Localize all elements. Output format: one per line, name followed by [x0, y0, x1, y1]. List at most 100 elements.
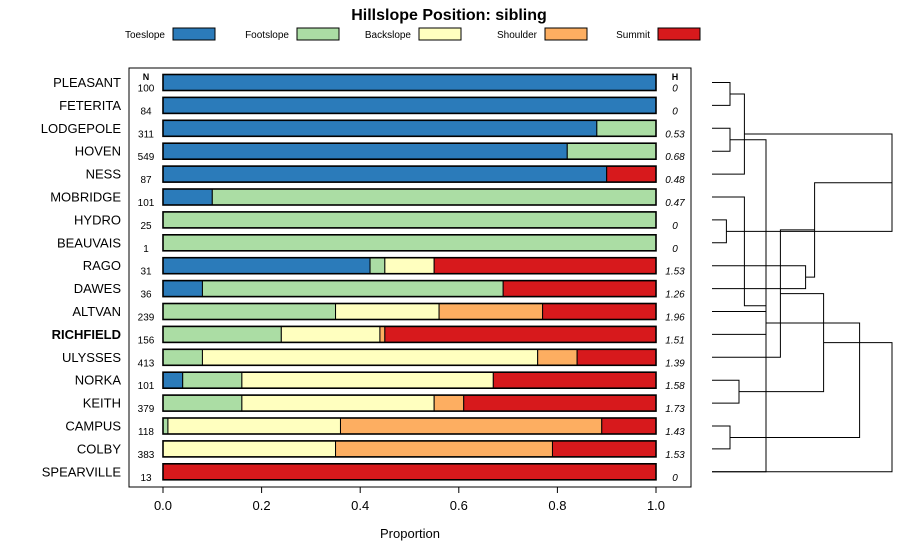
bar-segment-norka-backslope [241, 371, 494, 389]
row-label-hydro: HYDRO [74, 212, 121, 227]
dendrogram-link-10 [712, 379, 740, 404]
legend-label-footslope: Footslope [245, 30, 289, 41]
dendrogram-link-1 [712, 127, 731, 152]
bar-segment-mobridge-footslope [211, 188, 657, 206]
row-label-richfield: RICHFIELD [52, 327, 121, 342]
h-value-norka: 1.58 [665, 381, 685, 392]
n-value-beauvais: 1 [143, 244, 149, 255]
bar-segment-campus-summit [601, 417, 657, 435]
bar-outline-dawes [162, 279, 657, 298]
dendrogram-link-7 [712, 265, 807, 290]
h-value-dawes: 1.26 [665, 290, 685, 301]
n-value-richfield: 156 [138, 335, 155, 346]
bar-outline-spearville [162, 462, 657, 481]
n-value-mobridge: 101 [138, 198, 155, 209]
bar-segment-ulysses-summit [576, 348, 657, 366]
bar-outline-richfield [162, 325, 657, 344]
row-label-lodgepole: LODGEPOLE [41, 121, 122, 136]
n-value-hoven: 549 [138, 152, 155, 163]
bar-outline-colby [162, 440, 657, 458]
dendrogram-link-8 [712, 311, 767, 335]
bar-segment-richfield-footslope [162, 325, 282, 343]
h-value-feterita: 0 [672, 106, 678, 117]
n-value-colby: 383 [138, 450, 155, 461]
bar-segment-campus-backslope [167, 417, 341, 435]
bar-segment-colby-summit [551, 440, 657, 458]
n-value-norka: 101 [138, 381, 155, 392]
x-tick-label-3: 0.6 [450, 498, 468, 513]
bar-segment-ulysses-shoulder [537, 348, 578, 366]
h-value-campus: 1.43 [665, 427, 685, 438]
legend-label-shoulder: Shoulder [497, 30, 538, 41]
row-label-ulysses: ULYSSES [62, 350, 121, 365]
n-value-spearville: 13 [140, 473, 152, 484]
h-value-keith: 1.73 [665, 404, 685, 415]
n-value-hydro: 25 [140, 221, 152, 232]
bar-segment-rago-summit [433, 257, 657, 275]
dendrogram-link-0 [712, 82, 731, 106]
bar-outline-ness [162, 165, 657, 183]
legend-label-summit: Summit [616, 30, 650, 41]
bar-outline-norka [162, 371, 657, 390]
legend-swatch-summit [657, 27, 701, 41]
n-column-header: N [143, 72, 150, 82]
n-value-lodgepole: 311 [138, 129, 154, 140]
bar-segment-altvan-shoulder [438, 303, 544, 320]
bar-segment-richfield-summit [384, 325, 657, 343]
chart-title: Hillslope Position: sibling [351, 7, 547, 24]
bar-segment-norka-footslope [182, 371, 243, 389]
row-label-norka: NORKA [75, 373, 122, 388]
dendrogram-link-9 [805, 182, 892, 278]
dendrogram-link-4 [712, 219, 727, 244]
h-value-pleasant: 0 [672, 84, 678, 95]
bar-segment-altvan-footslope [162, 303, 337, 320]
bar-outline-rago [162, 256, 657, 275]
bar-segment-lodgepole-toeslope [162, 119, 598, 137]
bar-segment-rago-backslope [384, 257, 435, 275]
bar-segment-norka-toeslope [162, 371, 184, 389]
row-label-ness: NESS [86, 167, 122, 182]
legend-swatch-toeslope [172, 27, 216, 41]
row-label-spearville: SPEARVILLE [42, 464, 122, 479]
row-label-rago: RAGO [83, 258, 121, 273]
x-tick-label-0: 0.0 [154, 498, 172, 513]
row-label-feterita: FETERITA [59, 98, 121, 113]
bar-segment-hoven-footslope [566, 142, 657, 160]
h-value-lodgepole: 0.53 [665, 129, 685, 140]
bar-segment-altvan-summit [542, 303, 657, 320]
row-label-mobridge: MOBRIDGE [50, 190, 121, 205]
x-tick-label-5: 1.0 [647, 498, 665, 513]
bar-segment-richfield-shoulder [379, 325, 386, 343]
h-value-rago: 1.53 [665, 267, 685, 278]
bar-outline-lodgepole [162, 119, 657, 138]
legend-label-backslope: Backslope [365, 30, 412, 41]
row-label-campus: CAMPUS [65, 419, 121, 434]
n-value-keith: 379 [138, 404, 155, 415]
row-label-colby: COLBY [77, 441, 121, 456]
x-axis: 0.0 0.2 0.4 0.6 0.8 1.0 [154, 487, 665, 513]
row-label-pleasant: PLEASANT [53, 75, 121, 90]
h-value-spearville: 0 [672, 473, 678, 484]
bar-segment-rago-toeslope [162, 257, 371, 275]
row-label-altvan: ALTVAN [72, 304, 121, 319]
bar-segment-norka-summit [492, 371, 657, 389]
h-value-ulysses: 1.39 [665, 358, 685, 369]
bar-segment-feterita-toeslope [162, 96, 657, 114]
n-value-pleasant: 100 [138, 84, 155, 95]
h-value-mobridge: 0.47 [665, 198, 685, 209]
bar-segment-keith-summit [463, 394, 657, 412]
h-value-altvan: 1.96 [665, 313, 685, 324]
legend-swatch-backslope [418, 27, 462, 41]
row-label-beauvais: BEAUVAIS [57, 235, 121, 250]
bar-outline-hydro [162, 211, 657, 229]
bar-outline-beauvais [162, 234, 657, 252]
dendrogram [712, 82, 893, 473]
row-label-keith: KEITH [83, 396, 121, 411]
x-tick-label-2: 0.4 [351, 498, 369, 513]
h-value-richfield: 1.51 [665, 335, 684, 346]
dendrogram-link-13 [739, 293, 825, 393]
bar-segment-dawes-summit [502, 280, 657, 298]
h-value-hydro: 0 [672, 221, 678, 232]
